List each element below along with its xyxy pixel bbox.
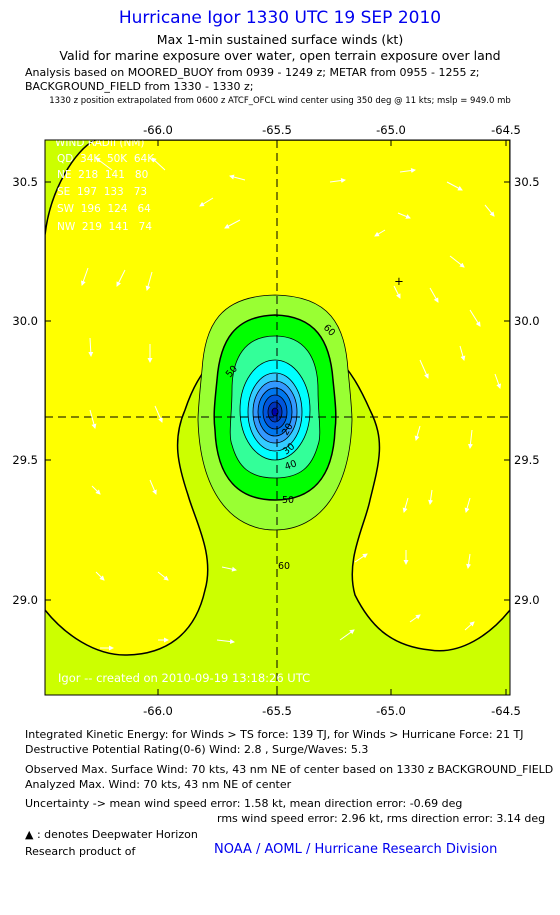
position-note: 1330 z position extrapolated from 0600 z… — [49, 96, 511, 106]
axis-ticks — [45, 140, 510, 695]
y-tick-left-1: 30.5 — [12, 175, 38, 189]
chart-subtitle-metric: Max 1-min sustained surface winds (kt) — [156, 32, 404, 47]
chart-title: Hurricane Igor 1330 UTC 19 SEP 2010 — [118, 8, 442, 28]
deepwater-horizon-note: ▲ : denotes Deepwater Horizon — [25, 828, 198, 841]
uncertainty-mean: Uncertainty -> mean wind speed error: 1.… — [25, 797, 463, 810]
y-tick-right-3: 29.5 — [514, 453, 540, 467]
x-tick-top-3: -65.0 — [376, 123, 406, 137]
uncertainty-rms: rms wind speed error: 2.96 kt, rms direc… — [217, 812, 546, 825]
wind-radii-row-se: SE 197 133 73 — [57, 186, 147, 198]
wind-radii-table: WIND RADII (NM) QD 34K 50K 64K NE 218 14… — [55, 137, 155, 233]
chart-subtitle-exposure: Valid for marine exposure over water, op… — [59, 48, 501, 63]
x-tick-top-4: -64.5 — [491, 123, 521, 137]
contour-label-60-south: 60 — [278, 561, 290, 572]
contour-label-40: 40 — [283, 458, 298, 472]
y-tick-right-4: 29.0 — [514, 593, 540, 607]
x-tick-bottom-4: -64.5 — [491, 704, 521, 718]
wind-radii-row-sw: SW 196 124 64 — [57, 203, 151, 215]
contour-label-20: 20 — [280, 422, 296, 438]
y-tick-right-2: 30.0 — [514, 314, 540, 328]
wind-vectors — [80, 157, 502, 651]
y-tick-left-4: 29.0 — [12, 593, 38, 607]
y-tick-left-3: 29.5 — [12, 453, 38, 467]
research-product-label: Research product of — [25, 845, 136, 858]
y-tick-right-1: 30.5 — [514, 175, 540, 189]
wind-radii-row-ne: NE 218 141 80 — [57, 169, 148, 181]
x-tick-bottom-1: -66.0 — [143, 704, 173, 718]
wind-field-chart: -66.0 -65.5 -65.0 -64.5 — [12, 123, 540, 718]
observed-max-wind: Observed Max. Surface Wind: 70 kts, 43 n… — [25, 763, 554, 776]
x-tick-bottom-2: -65.5 — [262, 704, 292, 718]
ike-line: Integrated Kinetic Energy: for Winds > T… — [25, 728, 524, 741]
x-tick-top-1: -66.0 — [143, 123, 173, 137]
wind-radii-header: QD 34K 50K 64K — [57, 153, 155, 165]
wind-radii-title: WIND RADII (NM) — [55, 137, 145, 149]
analysis-sources-line1: Analysis based on MOORED_BUOY from 0939 … — [25, 66, 480, 79]
noaa-aoml-link[interactable]: NOAA / AOML / Hurricane Research Divisio… — [214, 842, 498, 857]
plus-marker: + — [394, 274, 404, 288]
plot-area: 60 50 40 30 20 50 60 + WIND RADII (NM) Q… — [45, 137, 510, 695]
dpr-line: Destructive Potential Rating(0-6) Wind: … — [25, 743, 369, 756]
x-tick-top-2: -65.5 — [262, 123, 292, 137]
analysis-sources-line2: BACKGROUND_FIELD from 1330 - 1330 z; — [25, 80, 254, 93]
x-tick-bottom-3: -65.0 — [376, 704, 406, 718]
contour-label-50-south: 50 — [282, 495, 294, 506]
creation-credit: Igor -- created on 2010-09-19 13:18:26 U… — [58, 671, 310, 685]
wind-radii-row-nw: NW 219 141 74 — [57, 221, 152, 233]
y-tick-left-2: 30.0 — [12, 314, 38, 328]
analyzed-max-wind: Analyzed Max. Wind: 70 kts, 43 nm NE of … — [25, 778, 292, 791]
